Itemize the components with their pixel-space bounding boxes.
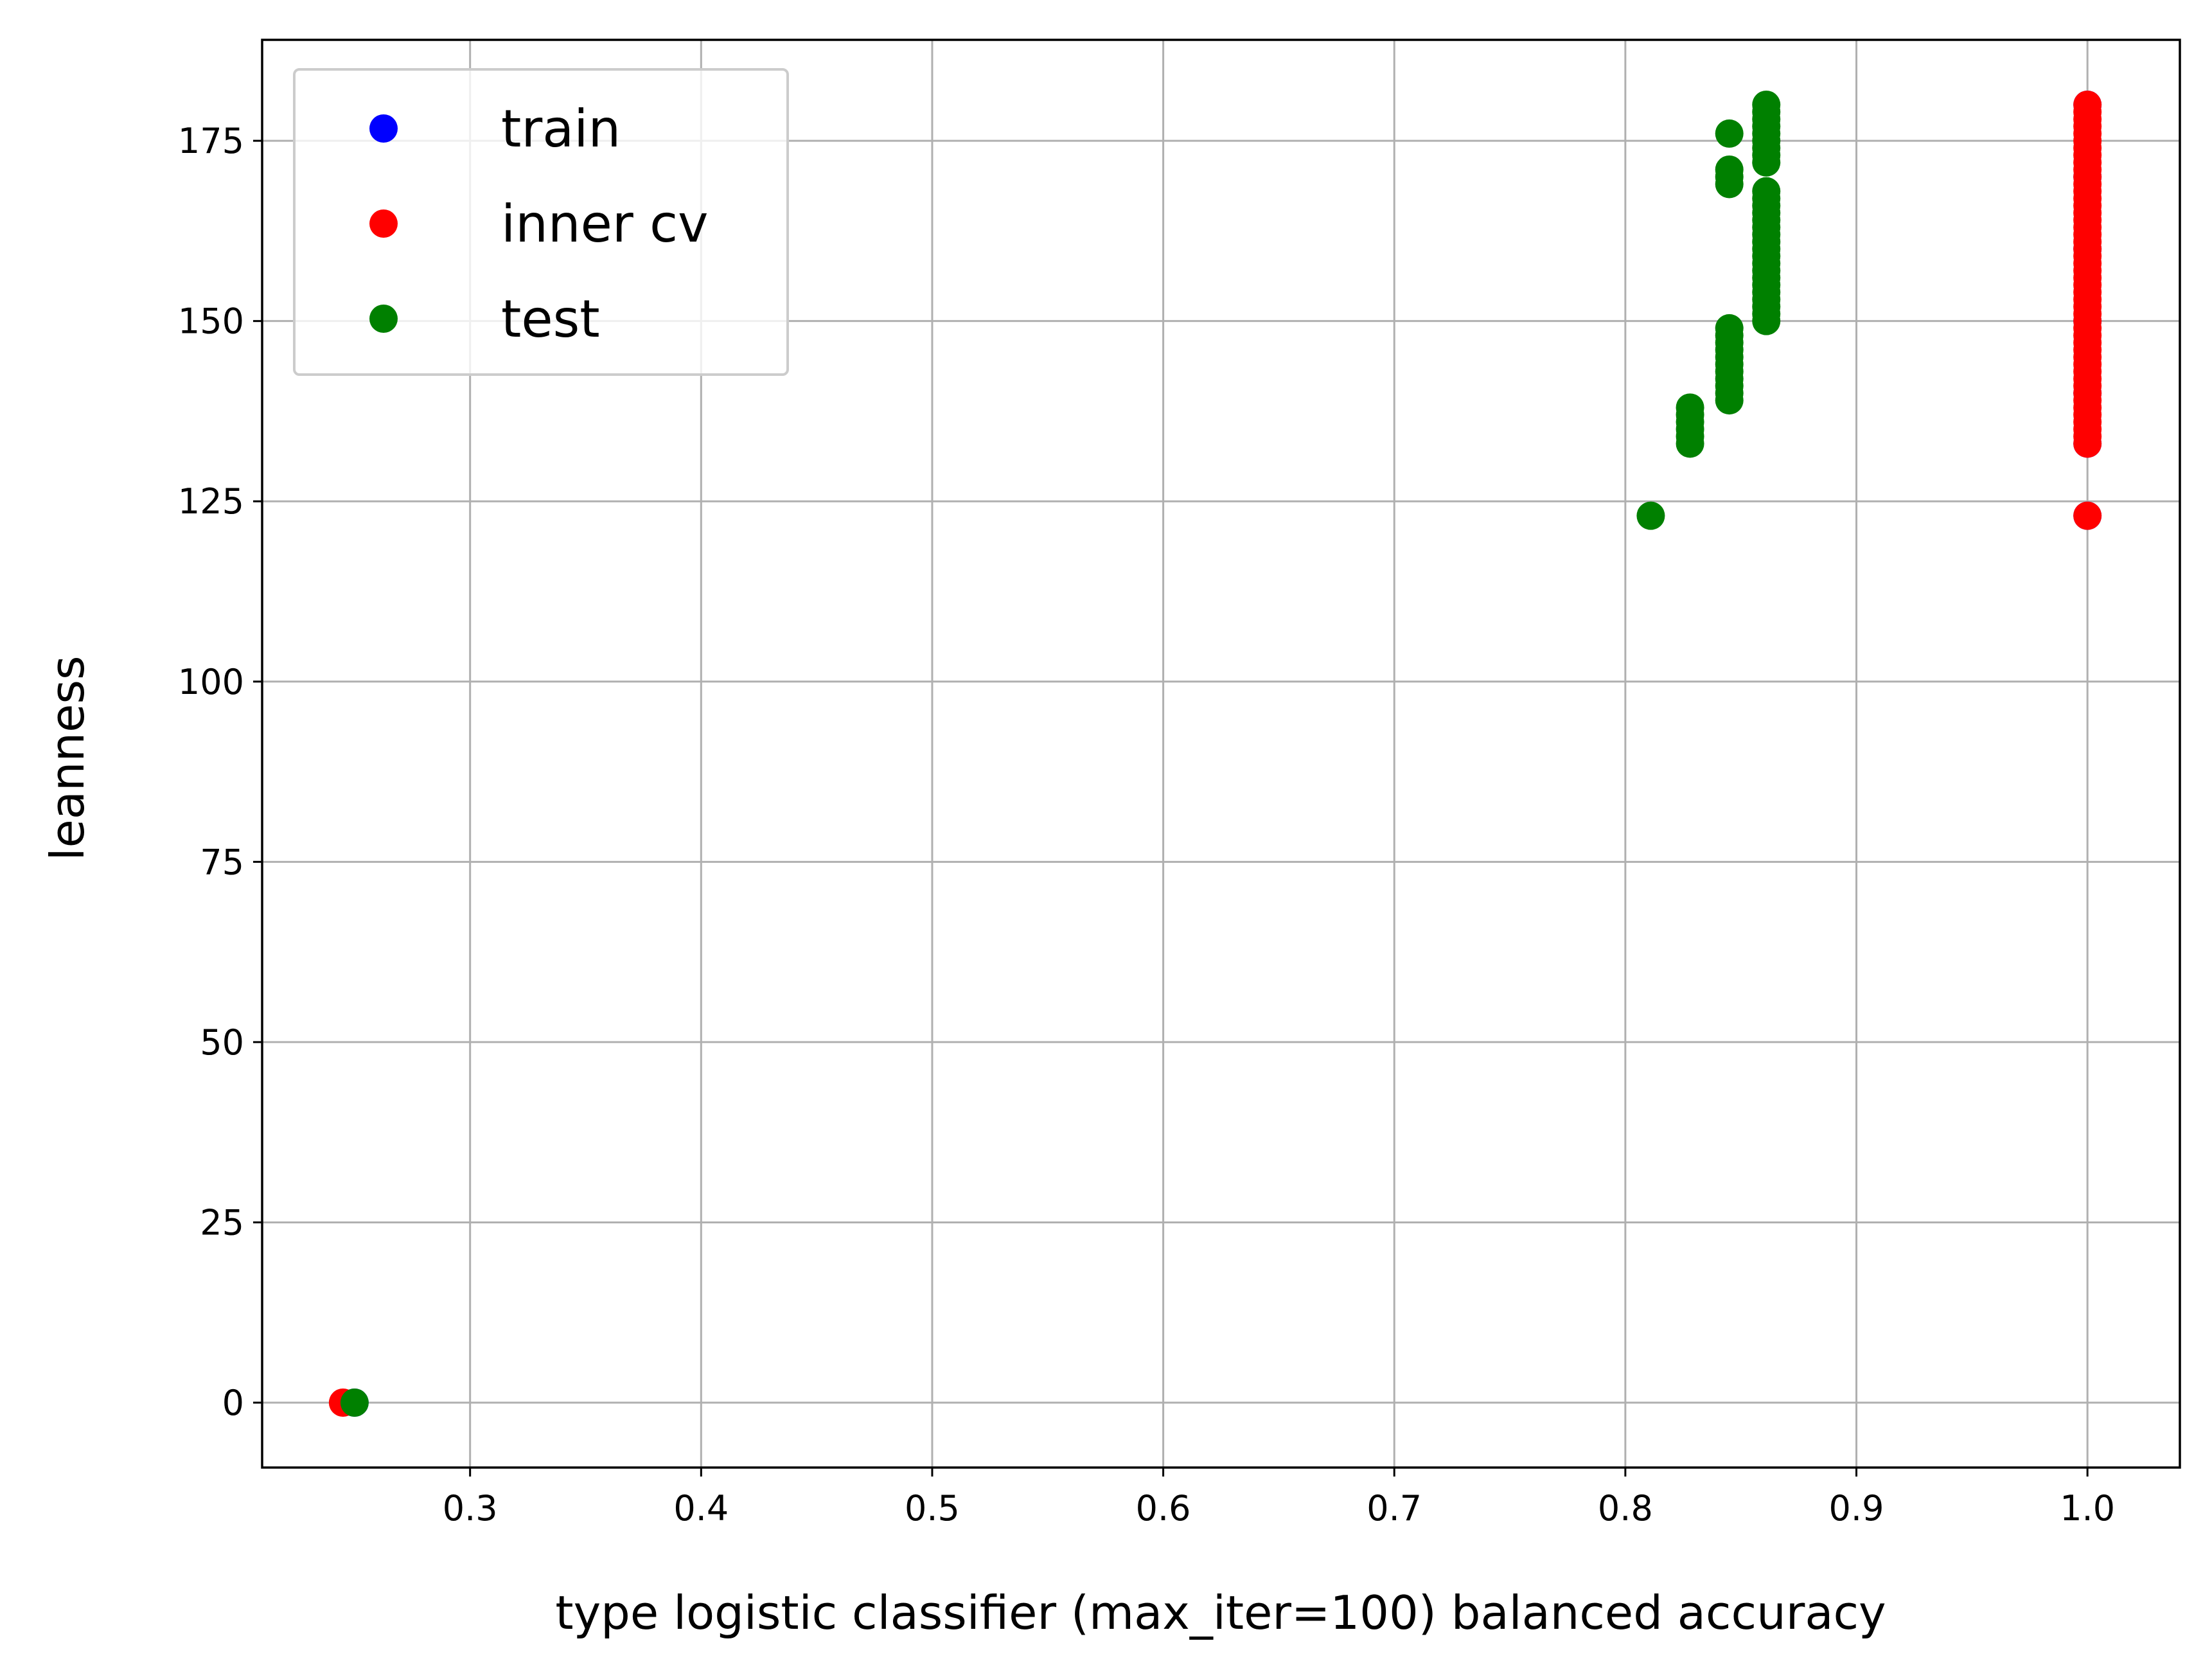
- x-tick-label: 0.9: [1829, 1488, 1884, 1529]
- point-test: [1715, 314, 1744, 342]
- legend-box: [293, 68, 789, 376]
- point-test: [1752, 177, 1781, 206]
- legend-label-test: test: [501, 289, 600, 349]
- y-tick-label: 100: [178, 662, 244, 702]
- y-tick-label: 125: [178, 481, 244, 522]
- x-tick-label: 0.7: [1367, 1488, 1422, 1529]
- point-test: [340, 1389, 369, 1417]
- point-test: [1715, 119, 1744, 148]
- y-axis-title: leanness: [40, 655, 94, 860]
- legend-label-train: train: [501, 99, 621, 159]
- legend-marker-train: [369, 114, 398, 143]
- y-tick-label: 175: [178, 121, 244, 161]
- legend-entries: train inner cv test: [369, 99, 709, 349]
- axis-ticks: [253, 139, 2089, 1477]
- y-tick-label: 75: [200, 842, 244, 882]
- legend: train inner cv test: [293, 68, 789, 376]
- point-test: [1715, 155, 1744, 184]
- x-tick-label: 0.4: [673, 1488, 729, 1529]
- x-tick-label: 0.8: [1598, 1488, 1653, 1529]
- x-tick-label: 0.6: [1136, 1488, 1191, 1529]
- y-tick-label: 0: [222, 1383, 244, 1423]
- x-tick-label: 1.0: [2060, 1488, 2115, 1529]
- y-tick-label: 25: [200, 1202, 244, 1243]
- y-tick-labels: 0 25 50 75 100 125 150 175: [178, 121, 244, 1423]
- data-points: [328, 91, 2102, 1417]
- point-test: [1676, 393, 1704, 422]
- x-tick-label: 0.5: [905, 1488, 960, 1529]
- x-tick-labels: 0.3 0.4 0.5 0.6 0.7 0.8 0.9 1.0: [443, 1488, 2115, 1529]
- point-test: [1752, 91, 1781, 119]
- x-tick-label: 0.3: [443, 1488, 498, 1529]
- point-inner-cv: [2073, 501, 2102, 530]
- legend-marker-test: [369, 305, 398, 333]
- legend-label-inner-cv: inner cv: [501, 194, 709, 254]
- legend-marker-inner-cv: [369, 209, 398, 238]
- point-inner-cv: [2073, 91, 2102, 119]
- y-tick-label: 150: [178, 301, 244, 342]
- x-axis-title: type logistic classifier (max_iter=100) …: [555, 1586, 1886, 1640]
- point-test: [1636, 501, 1665, 530]
- plot-frame: [261, 39, 2181, 1469]
- y-tick-label: 50: [200, 1022, 244, 1063]
